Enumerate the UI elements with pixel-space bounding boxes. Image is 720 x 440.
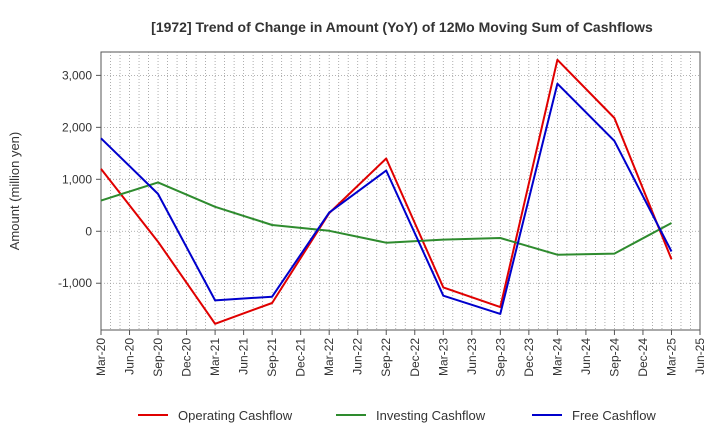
legend: Operating Cashflow Investing Cashflow Free… xyxy=(138,408,656,423)
chart-title: [1972] Trend of Change in Amount (YoY) o… xyxy=(151,19,653,35)
x-tick-label: Dec-20 xyxy=(180,338,194,377)
series-line xyxy=(100,58,673,325)
x-tick-label: Mar-20 xyxy=(94,338,108,376)
y-axis-title: Amount (million yen) xyxy=(7,132,22,251)
x-tick-label: Jun-25 xyxy=(693,338,707,375)
axes: -1,000 0 1,000 2,000 3,000 Mar-20 Jun-20 Sep-20… xyxy=(58,68,707,376)
x-tick-label: Sep-22 xyxy=(379,338,393,377)
grid-lines xyxy=(100,51,701,331)
x-tick-label: Mar-23 xyxy=(436,338,450,376)
x-tick-label: Dec-23 xyxy=(522,338,536,377)
x-tick-label: Jun-24 xyxy=(579,338,593,375)
y-tick-label: -1,000 xyxy=(58,276,92,290)
legend-label: Free Cashflow xyxy=(572,408,656,423)
y-tick-label: 3,000 xyxy=(62,68,92,82)
legend-label: Operating Cashflow xyxy=(178,408,293,423)
x-tick-label: Sep-20 xyxy=(151,338,165,377)
y-tick-label: 1,000 xyxy=(62,172,92,186)
x-tick-label: Mar-22 xyxy=(322,338,336,376)
legend-label: Investing Cashflow xyxy=(376,408,486,423)
x-tick-label: Sep-24 xyxy=(607,338,621,377)
x-tick-label: Mar-21 xyxy=(208,338,222,376)
x-tick-label: Dec-24 xyxy=(636,338,650,377)
x-tick-label: Sep-23 xyxy=(493,338,507,377)
x-tick-label: Mar-25 xyxy=(664,338,678,376)
series-line xyxy=(100,82,673,315)
x-tick-label: Dec-22 xyxy=(408,338,422,377)
x-tick-label: Jun-22 xyxy=(351,338,365,375)
x-tick-label: Jun-21 xyxy=(237,338,251,375)
series-lines xyxy=(100,58,673,325)
x-tick-label: Jun-23 xyxy=(465,338,479,375)
y-tick-label: 2,000 xyxy=(62,120,92,134)
y-tick-label: 0 xyxy=(85,224,92,238)
x-tick-label: Sep-21 xyxy=(265,338,279,377)
series-line xyxy=(100,181,672,256)
x-tick-label: Jun-20 xyxy=(123,338,137,375)
x-tick-label: Dec-21 xyxy=(294,338,308,377)
x-tick-label: Mar-24 xyxy=(550,338,564,376)
